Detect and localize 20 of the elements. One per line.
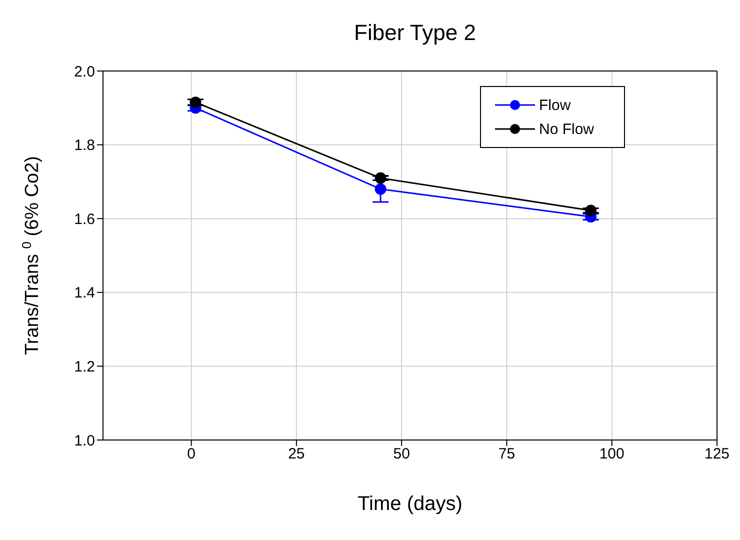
point: [374, 172, 386, 184]
y-tick-label: 1.6: [74, 210, 95, 228]
x-tick-label: 75: [498, 446, 516, 463]
x-axis-title: Time (days): [358, 493, 462, 515]
x-tick-label: 25: [288, 446, 305, 463]
y-tick-label: 1.2: [74, 358, 95, 376]
point: [190, 96, 202, 108]
y-tick-label: 1.8: [74, 137, 95, 154]
point: [374, 183, 386, 195]
legend-label: No Flow: [539, 120, 594, 138]
point: [585, 204, 597, 216]
x-tick-label: 50: [393, 446, 410, 463]
legend-label: Flow: [539, 96, 571, 114]
y-tick-label: 2.0: [74, 63, 95, 80]
x-tick-label: 100: [599, 446, 624, 463]
chart-title: Fiber Type 2: [353, 19, 477, 47]
y-tick-label: 1.0: [74, 432, 95, 450]
y-tick-label: 1.4: [74, 284, 95, 302]
x-tick-label: 125: [704, 446, 730, 463]
x-tick-label: 0: [187, 446, 196, 463]
